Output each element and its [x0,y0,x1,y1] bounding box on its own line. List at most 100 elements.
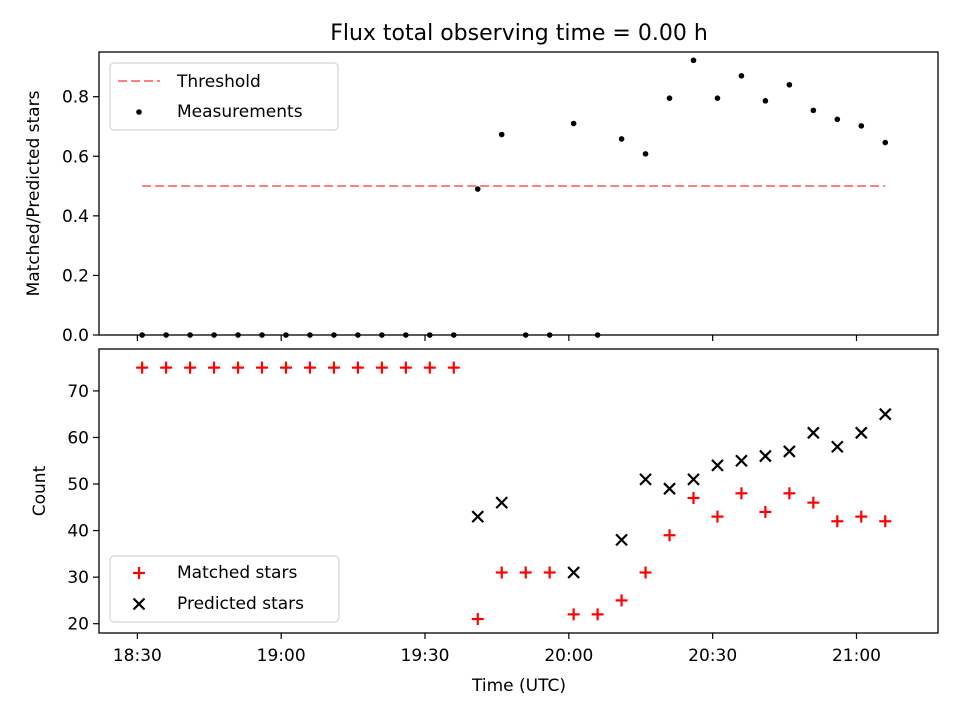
matched-star-point [807,496,820,509]
top-y-axis-label: Matched/Predicted stars [24,90,44,296]
matched-star-point [279,361,292,374]
measurement-point [738,73,745,79]
top-x-ticks [136,335,858,341]
legend-threshold-label: Threshold [176,72,261,92]
measurement-point [882,139,889,146]
matched-star-point [711,510,724,523]
matched-star-point [879,515,892,528]
predicted-star-point [639,473,652,486]
matched-star-point [543,566,556,579]
matched-star-point [303,361,316,374]
bottom-y-tick-label: 30 [67,568,89,588]
top-y-tick-label: 0.4 [62,207,89,227]
top-y-tick-label: 0.2 [62,266,89,286]
measurement-point [786,81,793,88]
predicted-star-point [831,440,844,454]
matched-star-point [399,361,412,374]
matched-star-point [423,361,436,374]
x-tick-label: 21:00 [832,646,881,666]
legend-predicted-label: Predicted stars [177,594,304,614]
top-plot-panel: Flux total observing time = 0.00 h 0.00.… [24,21,939,346]
matched-stars-points [136,361,892,626]
predicted-star-point [878,407,892,421]
bottom-y-tick-label: 20 [67,615,89,635]
predicted-star-point [855,426,868,440]
matched-star-point [232,361,245,374]
x-axis-label: Time (UTC) [471,676,566,696]
matched-star-point [783,487,796,500]
matched-star-point [759,505,772,518]
predicted-star-point [759,449,772,463]
x-tick-label: 19:30 [401,646,450,666]
legend-matched-marker [133,567,145,579]
measurement-point [858,123,865,129]
legend-matched-swatch [133,567,145,579]
matched-star-point [495,566,508,579]
matched-star-point [351,361,364,374]
matched-star-point [184,361,197,374]
predicted-star-point [687,473,700,486]
matched-star-point [735,487,748,500]
measurement-point [618,136,625,142]
top-axes-frame [98,51,939,336]
predicted-star-point [663,482,676,495]
legend-measurement-swatch [136,109,142,115]
matched-star-point [136,361,149,374]
matched-star-point [663,529,676,542]
measurement-point [498,131,505,138]
bottom-y-tick-label: 70 [67,382,89,402]
bottom-legend: Matched stars Predicted stars [109,555,340,623]
matched-star-point [256,361,269,374]
predicted-star-point [495,496,508,509]
top-legend-box [109,62,339,131]
matched-star-point [208,361,221,374]
matched-star-point [639,566,652,579]
matched-star-point [160,361,173,374]
legend-measurements-label: Measurements [177,102,303,122]
measurement-point [474,186,481,192]
matched-star-point [471,613,484,626]
measurement-point [642,151,649,157]
measurement-point [666,95,673,101]
measurement-point [834,116,841,123]
legend-predicted-marker [132,597,146,611]
measurement-point [762,98,769,104]
predicted-star-point [807,426,820,440]
bottom-y-axis-label: Count [30,465,50,516]
measurement-point [690,57,697,64]
bottom-x-ticks: 18:30 19:00 19:30 20:00 20:30 21:00 [113,633,881,666]
matched-star-point [519,566,532,579]
matched-star-point [831,515,844,528]
top-y-tick-label: 0.6 [62,147,89,167]
predicted-star-point [615,533,628,547]
x-tick-label: 19:00 [257,646,306,666]
measurement-point [570,120,577,127]
bottom-axes-frame [98,348,939,634]
predicted-star-point [735,454,748,468]
predicted-star-point [471,510,485,523]
bottom-y-tick-label: 50 [67,475,89,495]
matched-star-point [447,361,460,374]
predicted-star-point [711,459,724,472]
matched-star-point [687,491,700,504]
top-legend: Threshold Measurements [109,62,339,131]
matched-star-point [567,608,580,621]
measurement-point [810,107,817,114]
matched-star-point [855,510,868,523]
chart-title: Flux total observing time = 0.00 h [330,21,708,46]
x-tick-label: 20:00 [544,646,593,666]
top-y-tick-label: 0.8 [62,88,89,108]
x-tick-label: 20:30 [688,646,737,666]
predicted-stars-points [471,407,892,579]
bottom-y-tick-label: 40 [67,522,89,542]
bottom-y-tick-label: 60 [67,428,89,448]
matched-star-point [375,361,388,374]
legend-predicted-swatch [132,597,146,611]
bottom-plot-panel: 20 30 40 50 60 70 18:30 19:00 19:30 20:00 20:30 21… [30,348,939,696]
bottom-y-ticks: 20 30 40 50 60 70 [67,382,99,635]
matched-star-point [615,594,628,607]
matched-star-point [591,608,604,621]
predicted-star-point [567,566,580,579]
top-y-ticks: 0.0 0.2 0.4 0.6 0.8 [62,88,99,346]
